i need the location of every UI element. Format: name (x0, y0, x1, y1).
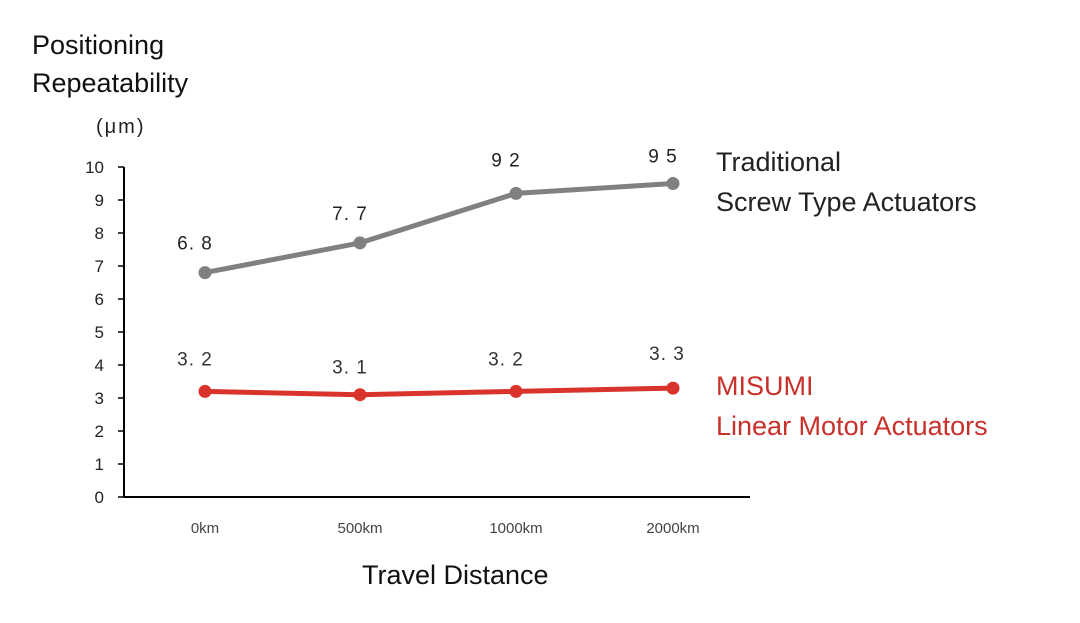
series-0-point (198, 266, 212, 280)
y-tick-label: 2 (95, 422, 104, 441)
y-tick-label: 9 (95, 191, 104, 210)
y-axis-label-line-2: Repeatability (32, 68, 189, 98)
y-tick-label: 4 (95, 356, 104, 375)
series-1-data-label: 3. 2 (488, 349, 524, 370)
series-1-point (198, 384, 212, 398)
x-tick-label: 0km (191, 520, 219, 537)
series-0-data-label: 6. 8 (177, 234, 213, 255)
series-0-point (509, 186, 523, 200)
y-tick-label: 10 (85, 158, 104, 177)
legend-misumi-line-2: Linear Motor Actuators (716, 411, 988, 441)
y-tick-label: 3 (95, 389, 104, 408)
series-1-point (509, 384, 523, 398)
data-labels: 6. 8 7. 7 9 2 9 5 3. 2 3. 1 3. 2 3. 3 (177, 147, 685, 379)
legend-traditional-line-2: Screw Type Actuators (716, 187, 977, 217)
legend-traditional-line-1: Traditional (716, 147, 842, 177)
series-1-point (353, 388, 367, 402)
x-tick-label: 2000km (646, 520, 699, 537)
y-tick-label: 6 (95, 290, 104, 309)
y-tick-label: 1 (95, 455, 104, 474)
series-0-data-label: 9 2 (491, 150, 520, 171)
y-tick-label: 5 (95, 323, 104, 342)
x-tick-label: 1000km (489, 520, 542, 537)
series-0-point (353, 236, 367, 250)
legend-misumi-line-1: MISUMI (716, 371, 814, 401)
x-ticks: 0km 500km 1000km 2000km (191, 520, 700, 537)
y-tick-label: 8 (95, 224, 104, 243)
y-axis-unit: (μm) (96, 116, 146, 138)
series-1-data-label: 3. 2 (177, 349, 213, 370)
y-tick-label: 0 (95, 488, 104, 507)
y-tick-label: 7 (95, 257, 104, 276)
legend-traditional: Traditional Screw Type Actuators (716, 142, 977, 222)
series-1-point (666, 381, 680, 395)
legend-misumi: MISUMI Linear Motor Actuators (716, 366, 988, 446)
series-1-data-label: 3. 3 (649, 344, 685, 365)
series-1-data-label: 3. 1 (332, 358, 368, 379)
series-0-data-label: 9 5 (648, 147, 677, 168)
x-tick-label: 500km (337, 520, 382, 537)
y-axis-label-line-1: Positioning (32, 30, 165, 60)
y-ticks: 0 1 2 3 4 5 6 7 8 9 10 (85, 158, 124, 507)
series-group (198, 177, 680, 402)
series-0-data-label: 7. 7 (332, 204, 368, 225)
series-line-1 (202, 385, 676, 398)
series-line-0 (202, 181, 676, 276)
series-0-point (666, 177, 680, 190)
x-axis-label: Travel Distance (362, 560, 549, 590)
